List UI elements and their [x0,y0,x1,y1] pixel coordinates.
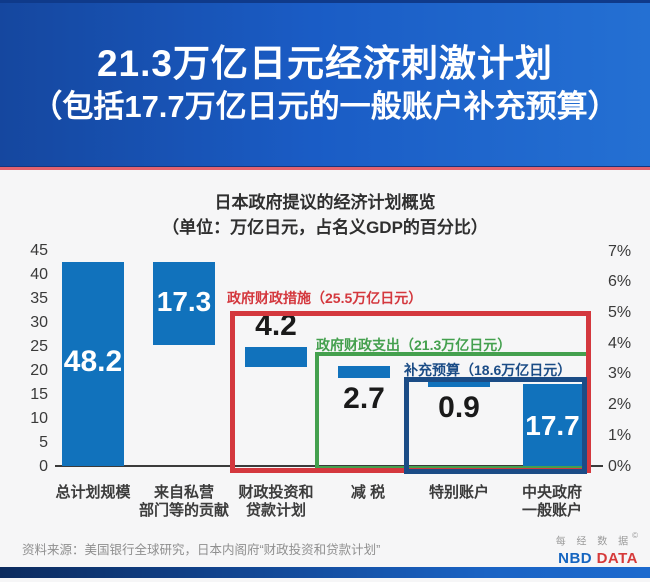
bar [62,261,124,467]
category-label: 特别账户 [399,484,519,502]
category-label-line: 特别账户 [428,484,489,501]
y-axis-tick-label: 45 [30,242,48,260]
category-label-line: 总计划规模 [55,484,131,501]
chart-title: 日本政府提议的经济计划概览 [214,193,436,212]
y2-axis-tick-label: 3% [608,365,632,383]
y2-axis-tick-label: 4% [608,334,632,352]
y2-axis-tick-label: 5% [608,303,632,321]
chart-subtitle: （单位：万亿日元，占名义GDP的百分比） [162,218,488,237]
annotation-box-supplementary-budget-box [404,377,587,474]
y-axis-tick-label: 0 [39,457,48,475]
bar [523,384,582,471]
y-axis-tick-label: 40 [30,266,48,284]
y-axis-tick-label: 30 [30,313,48,331]
y2-axis-tick-label: 1% [608,426,632,444]
bar-value-label: 2.7 [343,382,385,416]
bottom-accent-strip [0,567,650,578]
bar [245,346,307,367]
annotation-label-supplementary-budget-box: 补充预算（18.6万亿日元） [404,362,572,378]
bar [153,261,215,346]
category-label: 来自私营 部门等的贡献 [124,484,244,520]
y-axis-tick-label: 35 [30,289,48,307]
header-banner: 21.3万亿日元经济刺激计划 （包括17.7万亿日元的一般账户补充预算） [0,0,650,166]
x-axis-line [55,464,603,467]
y-axis-tick-label: 25 [30,337,48,355]
main-title-line1: 21.3万亿日元经济刺激计划 [96,43,553,85]
bar-value-label: 48.2 [63,345,123,379]
logo-chinese-text: 每 经 数 据 [555,536,633,548]
logo-data-text: DATA [596,549,638,567]
category-label-line: 财政投资和 [238,484,314,501]
y2-axis-tick-label: 6% [608,273,632,291]
category-label: 财政投资和 贷款计划 [216,484,336,520]
logo-nbd-text: NBD [558,549,593,567]
category-label-line: 减 税 [350,484,386,501]
category-label-line: 中央政府 [521,484,582,501]
header-separator-line [0,166,650,170]
y-axis-tick-label: 10 [30,409,48,427]
y2-axis-tick-label: 7% [608,242,632,260]
source-attribution: 资料来源：美国银行全球研究，日本内阁府“财政投资和贷款计划” [22,543,381,557]
annotation-label-fiscal-spending-box: 政府财政支出（21.3万亿日元） [316,337,512,353]
y2-axis-tick-label: 0% [608,457,632,475]
y-axis-tick-label: 15 [30,385,48,403]
category-label-line: 来自私营 [153,484,214,501]
annotation-label-fiscal-measures-box: 政府财政措施（25.5万亿日元） [227,290,423,306]
copyright-mark: © [632,531,638,540]
bar [428,382,490,388]
bar-value-label: 17.3 [156,286,212,318]
category-label: 减 税 [308,484,428,502]
main-title-line2: （包括17.7万亿日元的一般账户补充预算） [31,89,619,125]
bar [338,365,390,379]
y-axis-tick-label: 5 [39,433,48,451]
category-label-line: 贷款计划 [245,502,306,519]
y-axis-tick-label: 20 [30,361,48,379]
category-label: 总计划规模 [33,484,153,502]
bar-value-label: 17.7 [525,409,580,441]
category-label-line: 一般账户 [521,502,582,519]
bar-value-label: 0.9 [438,391,480,425]
category-label: 中央政府 一般账户 [492,484,612,520]
category-label-line: 部门等的贡献 [138,502,229,519]
y2-axis-tick-label: 2% [608,396,632,414]
nbd-data-logo: 每 经 数 据© NBD DATA [556,531,638,568]
